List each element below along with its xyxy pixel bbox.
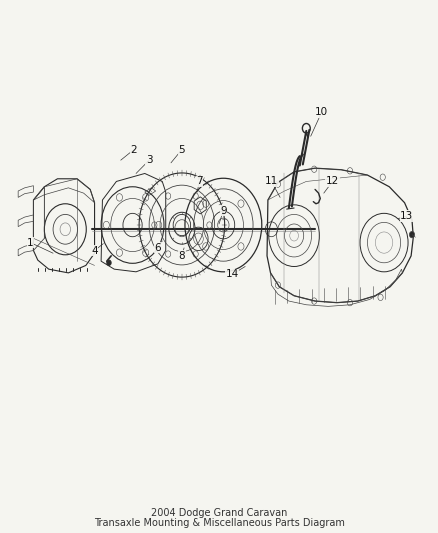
Text: 2004 Dodge Grand Caravan: 2004 Dodge Grand Caravan <box>151 508 287 518</box>
Text: Transaxle Mounting & Miscellaneous Parts Diagram: Transaxle Mounting & Miscellaneous Parts… <box>94 518 344 528</box>
Text: 4: 4 <box>91 246 98 255</box>
Text: 13: 13 <box>400 211 413 221</box>
Text: 10: 10 <box>315 107 328 117</box>
Text: 11: 11 <box>265 176 278 187</box>
Text: 2: 2 <box>131 144 137 155</box>
Text: 12: 12 <box>326 176 339 187</box>
Text: 1: 1 <box>27 238 34 247</box>
Text: 5: 5 <box>179 144 185 155</box>
Text: 9: 9 <box>220 206 227 216</box>
Text: 6: 6 <box>155 243 161 253</box>
Text: 3: 3 <box>146 155 152 165</box>
Text: 7: 7 <box>196 176 203 187</box>
Text: 8: 8 <box>179 251 185 261</box>
Circle shape <box>107 260 111 265</box>
Circle shape <box>410 231 415 238</box>
Text: 14: 14 <box>226 270 239 279</box>
